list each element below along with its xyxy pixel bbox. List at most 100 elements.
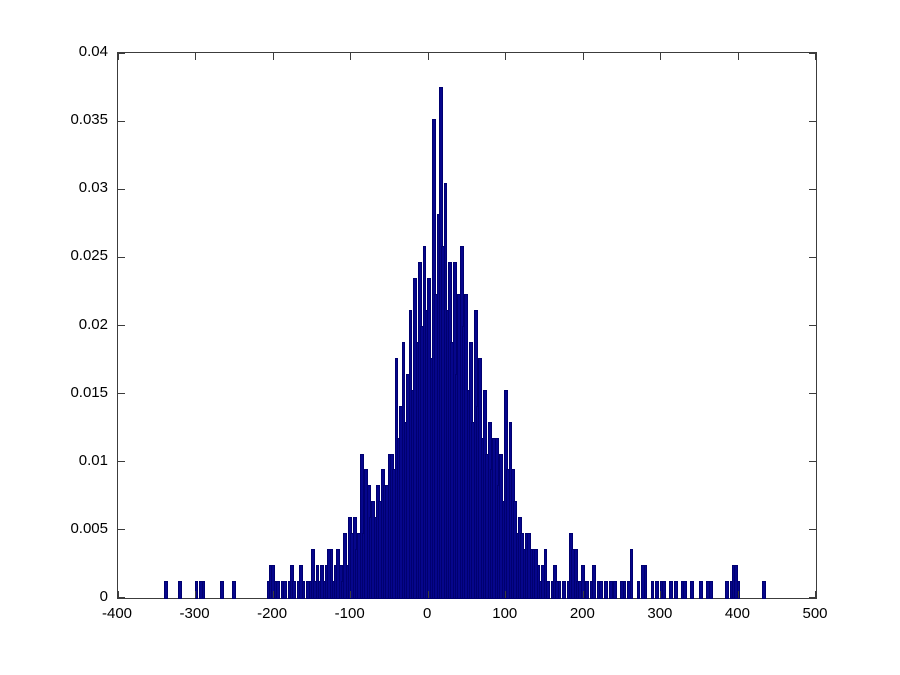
y-axis-right-tick [809,597,816,598]
histogram-bar [434,294,438,599]
histogram-bar [341,581,345,599]
histogram-bar [441,246,445,599]
histogram-bar [266,581,271,599]
y-axis-right-tick [809,461,816,463]
histogram-bar [655,581,659,599]
histogram-bar [534,549,538,599]
histogram-bar [729,581,734,599]
histogram-bar [457,294,462,599]
x-axis-tick [660,591,662,598]
histogram-bar [506,469,511,599]
histogram-bar [283,581,287,599]
y-axis-tick [118,256,125,258]
y-axis-right-tick [809,529,816,531]
histogram-bar [504,389,508,600]
y-tick-label: 0.005 [70,519,108,537]
histogram-bar [231,581,236,599]
histogram-bar [566,581,571,599]
histogram-bar [376,485,380,599]
histogram-bar [371,501,376,599]
histogram-bar [424,310,429,599]
histogram-bar [429,357,434,600]
histogram-bar [383,485,387,599]
histogram-bar [483,389,487,600]
histogram-bar [201,581,206,599]
histogram-bar [597,581,601,599]
histogram-bar [492,437,497,600]
histogram-bar [271,565,276,599]
histogram-bar [550,581,555,599]
histogram-bar [480,437,485,600]
histogram-bar [450,341,455,600]
histogram-bar [378,501,383,599]
histogram-bar [552,565,557,599]
histogram-bar [508,421,513,600]
histogram-bar [445,310,450,599]
x-tick-label: 200 [569,605,595,622]
x-axis-tick [427,591,429,598]
histogram-bar [478,357,483,600]
histogram-bar [427,278,431,599]
histogram-bar [636,581,641,599]
histogram-bar [641,565,646,599]
x-axis-top-tick [815,53,816,60]
histogram-bar [490,469,494,599]
histogram-bar [280,581,285,599]
histogram-bar [541,565,545,599]
histogram-bar [473,310,478,599]
x-axis-tick [505,591,507,598]
histogram-bar [494,437,499,600]
x-axis-top-tick [272,53,274,60]
histogram-bar [452,262,457,599]
histogram-bar [469,341,473,600]
histogram-bar [520,533,525,599]
x-tick-label: -300 [179,605,210,622]
y-axis-right-tick [809,393,816,395]
histogram-bar [306,581,310,599]
histogram-bar [515,533,520,599]
histogram-bar [331,581,336,599]
x-tick-label: -100 [334,605,365,622]
histogram-bar [352,517,357,599]
histogram-bar [394,357,399,600]
histogram-bar [590,581,594,599]
histogram-bar [399,405,404,600]
x-axis-tick [582,591,584,598]
histogram-bar [529,549,534,599]
histogram-bar [324,565,329,599]
histogram-bar [525,533,529,599]
y-axis-tick [118,188,125,190]
x-axis-top-tick [427,53,429,60]
histogram-bar [357,533,362,599]
histogram-bar [299,565,303,599]
histogram-bar [345,565,350,599]
histogram-bar [562,581,566,599]
x-tick-label: 100 [492,605,518,622]
histogram-bar [522,549,527,599]
histogram-bar [438,86,443,600]
histogram-bar [320,565,324,599]
histogram-bar [329,549,334,599]
histogram-bar [487,421,492,600]
histogram-bar [585,581,590,599]
y-axis-right-tick [809,256,816,258]
histogram-bar [406,373,411,600]
histogram-bar [336,549,341,599]
y-axis-right-tick [809,53,816,54]
histogram-bar [762,581,766,599]
y-axis-tick [118,461,125,463]
histogram-bar [373,517,378,599]
histogram-bar [466,389,471,600]
histogram-bar [334,565,338,599]
histogram-bar [629,549,634,599]
y-axis-tick [118,597,125,598]
histogram-bar [397,437,401,600]
histogram-bar [557,581,562,599]
histogram-bar [415,341,420,600]
y-axis-tick [118,325,125,326]
histogram-bar [576,581,580,599]
histogram-bar [462,326,466,599]
histogram-bar [315,565,320,599]
histogram-bar [273,581,278,599]
histogram-bar [199,581,203,599]
